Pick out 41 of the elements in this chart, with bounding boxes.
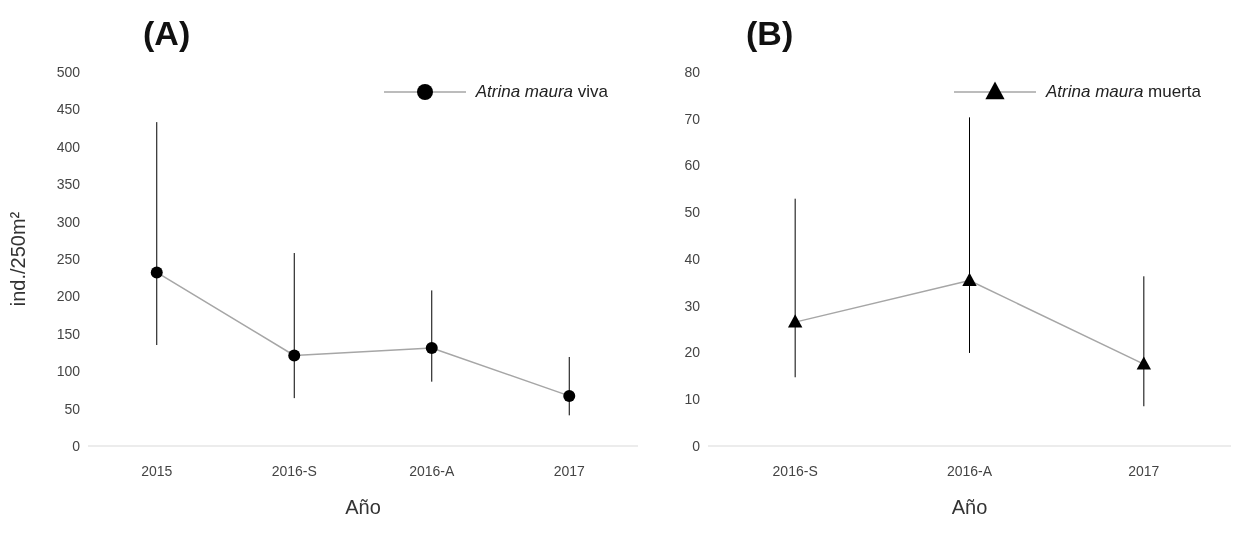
y-tick-label: 50 [64, 400, 81, 417]
point [962, 272, 977, 286]
y-tick-label: 10 [684, 391, 701, 408]
y-tick-label: 50 [684, 204, 701, 221]
y-tick-label: 150 [56, 325, 81, 342]
y-tick-label: 30 [684, 297, 701, 314]
y-tick-label: 100 [56, 363, 81, 380]
y-tick-label: 80 [684, 63, 701, 80]
y-tick-label: 200 [56, 288, 81, 305]
y-axis-title: ind./250m² [7, 211, 30, 307]
y-tick-label: 400 [56, 138, 81, 155]
x-axis-title: Año [345, 496, 381, 518]
x-tick-label: 2017 [553, 462, 586, 479]
x-tick-label: 2016-S [271, 462, 317, 479]
x-tick-label: 2017 [1128, 462, 1160, 479]
x-tick-label: 2015 [141, 462, 173, 479]
y-tick-label: 500 [56, 63, 81, 80]
y-tick-label: 70 [684, 110, 701, 127]
y-tick-label: 250 [56, 250, 81, 267]
point [563, 389, 576, 402]
legend-label: Atrina maura viva [475, 82, 608, 102]
x-tick-label: 2016-A [409, 462, 455, 479]
y-tick-label: 40 [684, 250, 701, 267]
point [150, 266, 163, 279]
chart-title: (B) [746, 14, 794, 53]
x-tick-label: 2016-A [946, 462, 993, 479]
y-tick-label: 350 [56, 176, 81, 193]
x-tick-label: 2016-S [772, 462, 818, 479]
point [1136, 356, 1152, 370]
y-tick-label: 0 [692, 437, 701, 454]
point [787, 314, 803, 328]
point [425, 342, 438, 355]
chart-title: (A) [143, 14, 191, 53]
y-tick-label: 300 [56, 213, 81, 230]
legend-label: Atrina maura muerta [1046, 82, 1201, 102]
y-tick-label: 60 [684, 157, 701, 174]
y-tick-label: 0 [72, 437, 81, 454]
point [288, 349, 301, 362]
y-tick-label: 450 [56, 101, 81, 118]
x-axis-title: Año [951, 496, 988, 518]
y-tick-label: 20 [684, 344, 701, 361]
